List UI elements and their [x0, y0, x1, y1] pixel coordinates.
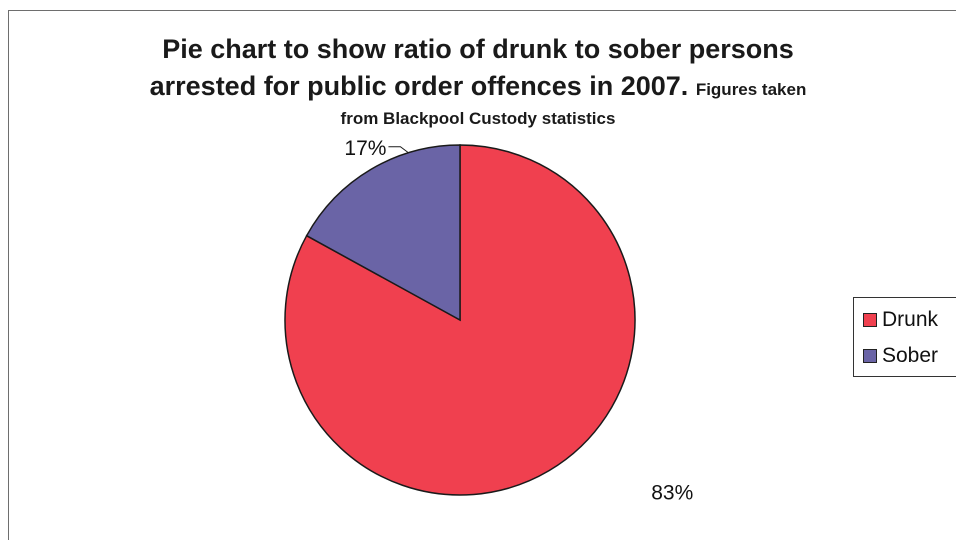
chart-title-line-2: arrested for public order offences in 20…	[0, 71, 956, 102]
legend: Drunk Sober	[853, 297, 956, 377]
chart-title-line-2-small: Figures taken	[695, 80, 807, 99]
chart-frame	[8, 10, 956, 540]
leader-line-sober	[388, 146, 409, 154]
legend-item-sober: Sober	[863, 344, 938, 368]
data-label-sober: 17%	[344, 137, 386, 160]
legend-item-drunk: Drunk	[863, 308, 938, 332]
legend-swatch-sober	[863, 349, 877, 363]
data-label-drunk: 83%	[651, 482, 693, 505]
chart-title-line-1: Pie chart to show ratio of drunk to sobe…	[162, 34, 794, 64]
legend-label-sober: Sober	[882, 344, 939, 367]
chart-title-line-3: from Blackpool Custody statistics	[340, 109, 616, 128]
legend-swatch-drunk	[863, 313, 877, 327]
pie-chart: 83% 17%	[284, 137, 693, 505]
chart-title-line-2-main: arrested for public order offences in 20…	[149, 71, 689, 101]
pie-slice-sober	[305, 144, 461, 322]
legend-label-drunk: Drunk	[882, 308, 939, 331]
